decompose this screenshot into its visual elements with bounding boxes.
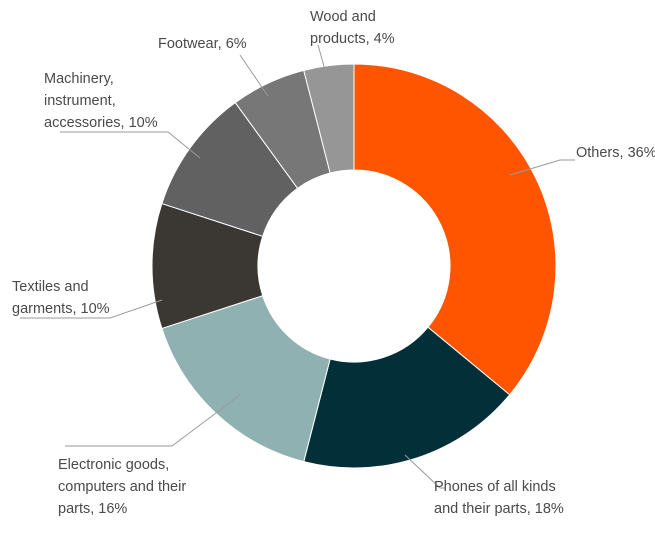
slice-label: Phones of all kinds and their parts, 18% [434,479,564,517]
slice-label-line: products, 4% [310,31,395,47]
slices-group [151,63,557,469]
slice-electronic-goods-computers-and-their-parts [161,295,331,463]
leader-line [317,44,326,71]
leader-line [20,299,163,319]
leader-line [509,159,575,176]
slice-label: Footwear, 6% [158,36,247,52]
slice-label-line: and their parts, 18% [434,501,564,517]
leader-lines-group [20,44,575,489]
slice-label-line: Wood and [310,9,376,25]
slice-label-line: Machinery, [44,71,114,87]
slice-label-line: garments, 10% [12,301,110,317]
labels-group: Others, 36% Phones of all kinds and their … [12,9,655,517]
slice-label-line: instrument, [44,93,116,109]
slice-label: Electronic goods, computers and their part… [58,457,186,517]
slice-wood-and-products [303,63,355,174]
slice-label-line: Textiles and [12,279,89,295]
leader-line [239,54,269,97]
leader-line [65,394,241,447]
leader-line [60,131,201,159]
slice-label-line: parts, 16% [58,501,127,517]
slice-label-line: Footwear, 6% [158,36,247,52]
slice-others [353,63,557,396]
slice-label: Wood and products, 4% [310,9,395,47]
leader-line [404,454,445,489]
slice-label-line: Others, 36% [576,145,655,161]
slice-label: Others, 36% [576,145,655,161]
slice-phones-of-all-kinds-and-their-parts [303,326,511,469]
slice-label-line: computers and their [58,479,186,495]
slice-label: Textiles and garments, 10% [12,279,110,317]
slice-label-line: Electronic goods, [58,457,169,473]
slice-label: Machinery, instrument, accessories, 10% [44,71,158,131]
slice-label-line: accessories, 10% [44,115,158,131]
slice-label-line: Phones of all kinds [434,479,556,495]
